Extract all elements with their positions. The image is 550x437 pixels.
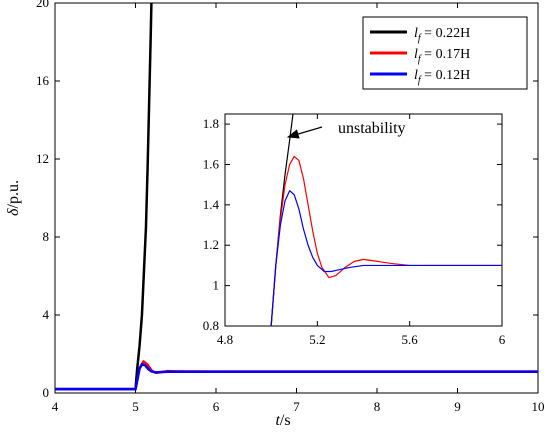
inset-y-tick-label: 1.8 (203, 116, 219, 131)
main-series-line-0 (55, 3, 153, 391)
inset-y-tick-label: 1.2 (203, 237, 219, 252)
main-y-tick-label: 4 (43, 307, 50, 322)
inset-x-tick-label: 4.8 (217, 332, 233, 347)
legend-label-2: lf = 0.12H (414, 68, 470, 86)
unstability-annotation: unstability (338, 120, 406, 137)
legend-label-1: lf = 0.17H (414, 47, 470, 65)
main-y-tick-label: 16 (36, 73, 50, 88)
inset-series-line-2 (270, 190, 502, 326)
inset-y-tick-label: 1.6 (203, 156, 220, 171)
main-x-tick-label: 10 (532, 399, 545, 414)
inset-y-tick-label: 1 (213, 278, 220, 293)
legend-label-0: lf = 0.22H (414, 26, 470, 44)
main-y-tick-label: 20 (36, 0, 49, 10)
main-x-tick-label: 9 (454, 399, 461, 414)
main-y-tick-label: 12 (36, 151, 49, 166)
inset-axis-ticks: 4.8 5.2 5.6 6 0.8 1 1.2 1.4 1.6 1.8 (203, 114, 506, 347)
main-series-line-2 (55, 363, 538, 391)
x-axis-label: t/s (275, 412, 290, 429)
inset-x-tick-label: 5.2 (309, 332, 325, 347)
inset-y-tick-label: 1.4 (203, 197, 220, 212)
main-x-tick-label: 5 (132, 399, 139, 414)
inset-plot-frame (224, 113, 503, 327)
main-x-tick-label: 4 (52, 399, 59, 414)
unstability-arrow (286, 126, 323, 139)
y-axis-label: δ/p.u. (5, 180, 22, 216)
inset-x-tick-label: 6 (499, 332, 506, 347)
main-x-tick-label: 7 (293, 399, 300, 414)
main-series-group (55, 3, 538, 391)
main-x-tick-label: 8 (374, 399, 381, 414)
inset-y-tick-label: 0.8 (203, 318, 219, 333)
inset-x-tick-label: 5.6 (402, 332, 419, 347)
main-y-tick-label: 0 (43, 385, 50, 400)
main-y-tick-label: 8 (43, 229, 50, 244)
legend: lf = 0.22H lf = 0.17H lf = 0.12H (362, 16, 528, 90)
main-x-tick-label: 6 (213, 399, 220, 414)
